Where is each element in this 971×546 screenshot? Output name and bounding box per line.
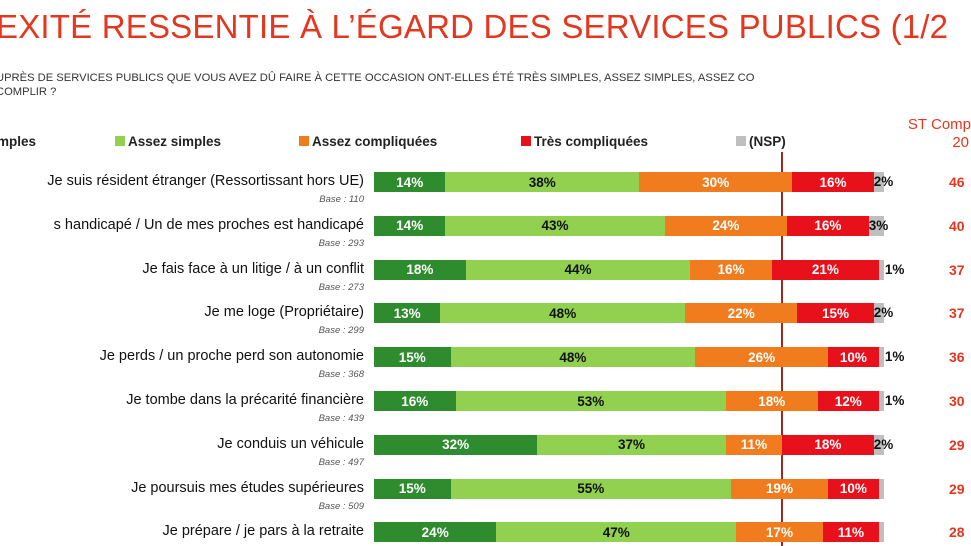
seg-nsp	[873, 303, 884, 324]
nsp-value: 1%	[884, 261, 905, 277]
seg-tres-simples: 13%	[374, 303, 441, 324]
row-label: Je conduis un véhicule	[217, 435, 364, 452]
seg-nsp	[873, 172, 884, 192]
st-value: 40	[949, 217, 965, 234]
st-value: 30	[949, 393, 965, 409]
legend-swatch	[115, 136, 125, 146]
seg-tres-compliquees: 11%	[822, 522, 879, 543]
seg-assez-compliquees: 17%	[736, 522, 823, 543]
legend-label: Assez simples	[128, 134, 222, 149]
legend-label: mples	[0, 134, 37, 149]
row-label: Je perds / un proche perd son autonomie	[99, 348, 364, 365]
seg-assez-compliquees: 19%	[731, 478, 828, 499]
seg-tres-compliquees: 10%	[827, 347, 879, 368]
legend-assez-compliquees: Assez compliquées	[299, 134, 437, 149]
seg-assez-compliquees: 24%	[664, 215, 788, 236]
seg-tres-simples: 16%	[374, 391, 456, 411]
seg-nsp	[878, 391, 884, 411]
seg-assez-simples: 47%	[496, 522, 737, 543]
row-base: Base : 368	[318, 369, 364, 381]
seg-tres-compliquees: 16%	[792, 172, 874, 192]
seg-assez-simples: 48%	[440, 303, 686, 324]
seg-assez-compliquees: 18%	[725, 391, 818, 411]
seg-nsp	[878, 522, 884, 543]
row-base: Base : 110	[319, 194, 364, 205]
row-label: Je prépare / je pars à la retraite	[162, 523, 365, 540]
seg-tres-compliquees: 16%	[787, 215, 869, 236]
seg-nsp	[868, 215, 884, 236]
seg-tres-simples: 14%	[374, 215, 446, 236]
st-value: 46	[949, 174, 965, 190]
seg-assez-compliquees: 30%	[639, 172, 793, 192]
seg-tres-compliquees: 21%	[771, 259, 879, 280]
seg-assez-simples: 38%	[445, 172, 640, 192]
row-base: Base : 293	[318, 237, 364, 249]
st-value: 28	[949, 524, 965, 541]
legend-tres-simples: mples	[0, 134, 36, 149]
st-value: 29	[949, 436, 965, 453]
row-base: Base : 497	[318, 456, 364, 468]
st-value: 29	[949, 480, 965, 497]
row-label: Je tombe dans la précarité financière	[126, 392, 364, 408]
seg-assez-simples: 44%	[465, 259, 691, 280]
row-base: Base : 299	[318, 325, 364, 337]
seg-nsp	[878, 478, 884, 499]
question-line-1: UPRÈS DE SERVICES PUBLICS QUE VOUS AVEZ …	[0, 72, 755, 84]
row-label: Je me loge (Propriétaire)	[204, 304, 364, 321]
legend-nsp: (NSP)	[736, 134, 786, 149]
st-header-line-1: ST Comp	[907, 116, 971, 133]
legend-label: Très compliquées	[534, 134, 649, 149]
question-text: UPRÈS DE SERVICES PUBLICS QUE VOUS AVEZ …	[0, 71, 754, 99]
st-header-line-2: 20	[952, 134, 969, 151]
question-line-2: COMPLIR ?	[0, 86, 57, 98]
legend-swatch	[736, 136, 746, 146]
legend-label: Assez compliquées	[312, 134, 438, 149]
legend-label: (NSP)	[749, 134, 786, 149]
seg-assez-simples: 43%	[445, 215, 665, 236]
seg-tres-simples: 15%	[374, 347, 451, 368]
row-label: Je fais face à un litige / à un conflit	[142, 260, 364, 277]
seg-tres-simples: 15%	[374, 478, 451, 499]
nsp-value: 3%	[868, 217, 889, 233]
legend-assez-simples: Assez simples	[115, 134, 221, 149]
seg-assez-compliquees: 11%	[725, 434, 782, 455]
nsp-value: 2%	[873, 305, 894, 321]
seg-assez-compliquees: 16%	[690, 259, 772, 280]
st-value: 37	[949, 261, 965, 278]
legend-tres-compliquees: Très compliquées	[521, 134, 648, 149]
seg-assez-simples: 55%	[450, 478, 731, 499]
seg-tres-simples: 32%	[374, 434, 538, 455]
legend-swatch	[521, 136, 531, 146]
row-base: Base : 439	[318, 413, 364, 424]
row-label: s handicapé / Un de mes proches est hand…	[53, 216, 364, 233]
seg-nsp	[878, 259, 884, 280]
seg-tres-compliquees: 10%	[827, 478, 879, 499]
nsp-value: 1%	[884, 393, 905, 408]
seg-assez-simples: 48%	[450, 347, 696, 368]
st-value: 36	[949, 349, 965, 366]
nsp-value: 2%	[873, 436, 894, 452]
seg-tres-compliquees: 15%	[797, 303, 874, 324]
seg-assez-compliquees: 26%	[695, 347, 828, 368]
seg-tres-simples: 24%	[374, 522, 497, 543]
row-base: Base : 273	[318, 281, 364, 293]
seg-assez-simples: 37%	[537, 434, 726, 455]
st-value: 37	[949, 305, 965, 322]
nsp-value: 1%	[884, 349, 905, 365]
row-label: Je poursuis mes études supérieures	[131, 479, 364, 496]
seg-tres-compliquees: 18%	[782, 434, 874, 455]
page-title: EXITÉ RESSENTIE À L’ÉGARD DES SERVICES P…	[0, 8, 949, 45]
seg-tres-simples: 14%	[374, 172, 446, 192]
row-label: Je suis résident étranger (Ressortissant…	[47, 173, 364, 189]
seg-assez-compliquees: 22%	[685, 303, 798, 324]
seg-nsp	[878, 347, 884, 368]
seg-tres-compliquees: 12%	[817, 391, 879, 411]
row-base: Base : 509	[318, 500, 364, 512]
nsp-value: 2%	[873, 174, 894, 189]
legend-swatch	[299, 136, 309, 146]
seg-assez-simples: 53%	[455, 391, 726, 411]
seg-tres-simples: 18%	[374, 259, 466, 280]
seg-nsp	[873, 434, 884, 455]
